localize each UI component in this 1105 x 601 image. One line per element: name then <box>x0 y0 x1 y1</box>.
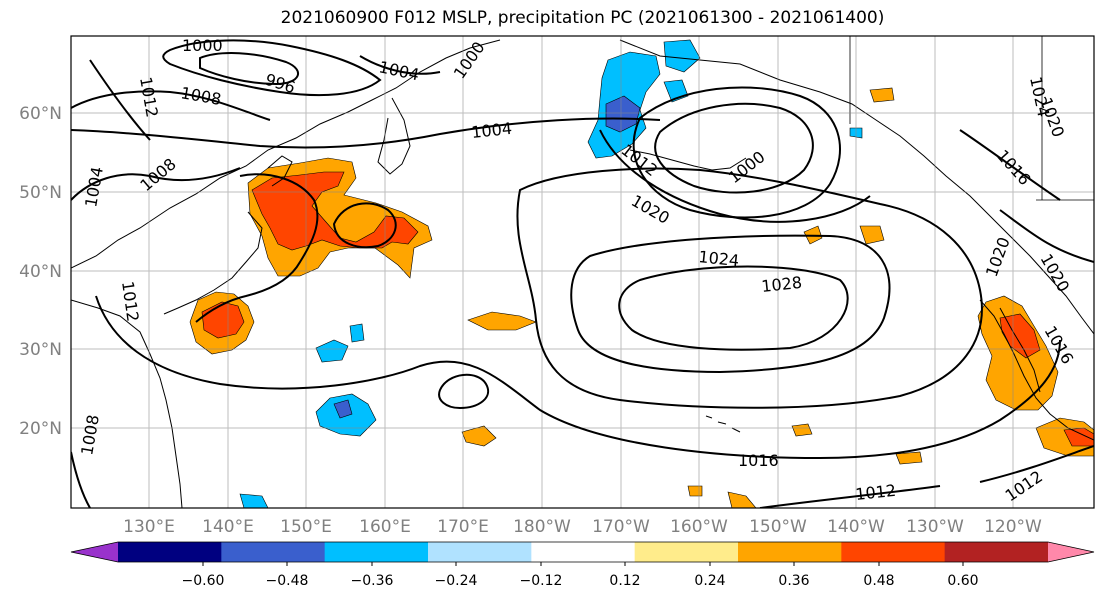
colorbar-segment <box>738 542 842 562</box>
isobar-1028 <box>618 265 849 351</box>
precip-area-wp1 <box>315 339 349 363</box>
colorbar-segment <box>324 542 429 562</box>
precip-area-cp2 <box>461 425 497 447</box>
isobar-1012 <box>89 59 1094 508</box>
colorbar-segment <box>118 542 222 562</box>
isobar-1024 <box>570 234 891 374</box>
coast-aleutians <box>629 149 747 171</box>
lat-label-60n: 60°N <box>19 104 62 124</box>
lon-label: 160°E <box>359 517 411 537</box>
colorbar-segment <box>841 542 946 562</box>
latitude-labels: 60°N 50°N 40°N 30°N 20°N <box>19 104 62 439</box>
colorbar-tick-label: 0.24 <box>694 573 725 589</box>
lon-label: 170°W <box>592 517 650 537</box>
isobars <box>71 39 1094 508</box>
colorbar-tick-label: −0.36 <box>351 573 394 589</box>
coast-california <box>979 299 1094 441</box>
map-title: 2021060900 F012 MSLP, precipitation PC (… <box>280 8 885 28</box>
lon-label: 170°E <box>437 517 489 537</box>
isobar-996 <box>199 52 299 86</box>
lat-label-50n: 50°N <box>19 183 62 203</box>
precip-area-cp7 <box>727 491 757 508</box>
precip-area-wp4 <box>239 493 269 508</box>
isobar-1012-gulf <box>599 129 871 223</box>
lat-label-20n: 20°N <box>19 419 62 439</box>
map-frame <box>70 35 1095 509</box>
colorbar-tick-label: 0.36 <box>778 573 809 589</box>
lon-label: 150°E <box>280 517 332 537</box>
isobar-1004 <box>71 55 661 149</box>
political-borders <box>849 36 1094 201</box>
lon-label: 120°W <box>984 517 1042 537</box>
isobar-1008-jp <box>195 173 319 323</box>
colorbar-segment <box>944 542 1049 562</box>
isobar-1016 <box>95 129 1094 460</box>
precip-area-bering-n <box>663 39 701 73</box>
precip-core-bering <box>605 95 641 133</box>
coast-baja <box>999 307 1041 393</box>
precip-area-cp4 <box>859 225 885 245</box>
precip-area-wp3 <box>349 323 365 343</box>
colorbar-segment <box>221 542 326 562</box>
colorbar-tick-label: −0.60 <box>182 573 225 589</box>
coast-china <box>71 299 183 508</box>
coast-japan <box>163 155 293 315</box>
isobar-1020 <box>516 167 983 409</box>
isobar-label: 1016 <box>738 451 779 470</box>
precip-area-cp8 <box>869 87 895 103</box>
colorbar-tick-label: −0.12 <box>520 573 563 589</box>
colorbar-tick-label: 0.48 <box>863 573 894 589</box>
precip-shading <box>189 39 1094 508</box>
isobar-label: 1000 <box>182 36 223 55</box>
colorbar-segment <box>428 542 532 562</box>
isobar-low-jp <box>332 202 397 249</box>
precip-area-cp5 <box>791 423 813 437</box>
colorbar <box>70 541 1095 566</box>
graticule <box>71 36 1094 508</box>
lon-label: 180°W <box>513 517 571 537</box>
lon-label: 160°W <box>670 517 728 537</box>
lon-label: 150°W <box>749 517 807 537</box>
colorbar-tick-label: −0.48 <box>266 573 309 589</box>
longitude-labels: 130°E 140°E 150°E 160°E 170°E 180°W 170°… <box>123 517 1042 537</box>
lon-label: 130°E <box>123 517 175 537</box>
colorbar-tick-label: 0.60 <box>947 573 978 589</box>
isobar-1004-gulf <box>632 86 841 219</box>
coast-asia <box>71 39 501 269</box>
isobar-1000-gulf <box>654 102 814 194</box>
colorbar-segment <box>634 542 739 562</box>
precip-core-baja <box>999 313 1041 359</box>
map-area <box>71 36 1094 508</box>
isobar-label: 1012 <box>854 481 896 504</box>
coast-alaska <box>619 39 1094 335</box>
lon-label: 140°W <box>827 517 885 537</box>
colorbar-extend-max <box>1048 542 1094 562</box>
colorbar-segment <box>531 542 636 562</box>
coastlines <box>71 39 1094 508</box>
isobar-label: 1028 <box>760 273 802 296</box>
lat-label-30n: 30°N <box>19 340 62 360</box>
isobar-label: 1004 <box>470 119 512 142</box>
isobar-label: 1024 <box>698 247 740 270</box>
colorbar-tick-label: 0.12 <box>609 573 640 589</box>
lon-label: 130°W <box>906 517 964 537</box>
isobar-small-high <box>438 373 489 410</box>
colorbar-outline <box>70 541 1095 563</box>
precip-core-wp2 <box>333 399 353 419</box>
lon-label: 140°E <box>202 517 254 537</box>
precip-area-cp9 <box>687 485 703 497</box>
lat-label-40n: 40°N <box>19 262 62 282</box>
coast-hawaii <box>705 415 741 433</box>
colorbar-tick-label: −0.24 <box>435 573 478 589</box>
colorbar-extend-min <box>71 542 118 562</box>
isobar-1008 <box>71 90 271 508</box>
colorbar-ticks: −0.60 −0.48 −0.36 −0.24 −0.12 0.12 0.24 … <box>182 573 979 589</box>
precip-area-baja <box>977 295 1059 411</box>
precip-area-cp6 <box>895 451 923 465</box>
isobar-1000-west <box>162 39 382 97</box>
